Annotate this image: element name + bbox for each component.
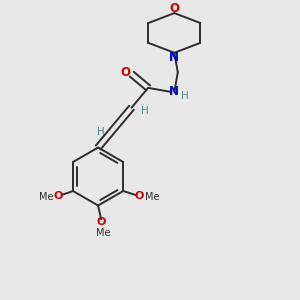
Text: N: N — [169, 85, 179, 98]
Text: O: O — [97, 217, 106, 227]
Text: O: O — [169, 2, 179, 15]
Text: Me: Me — [145, 192, 160, 202]
Text: O: O — [135, 190, 144, 201]
Text: O: O — [120, 66, 130, 79]
Text: H: H — [97, 127, 105, 137]
Text: Me: Me — [39, 192, 53, 202]
Text: N: N — [169, 51, 179, 64]
Text: Me: Me — [96, 228, 111, 238]
Text: H: H — [141, 106, 149, 116]
Text: O: O — [54, 190, 63, 201]
Text: H: H — [182, 91, 189, 100]
